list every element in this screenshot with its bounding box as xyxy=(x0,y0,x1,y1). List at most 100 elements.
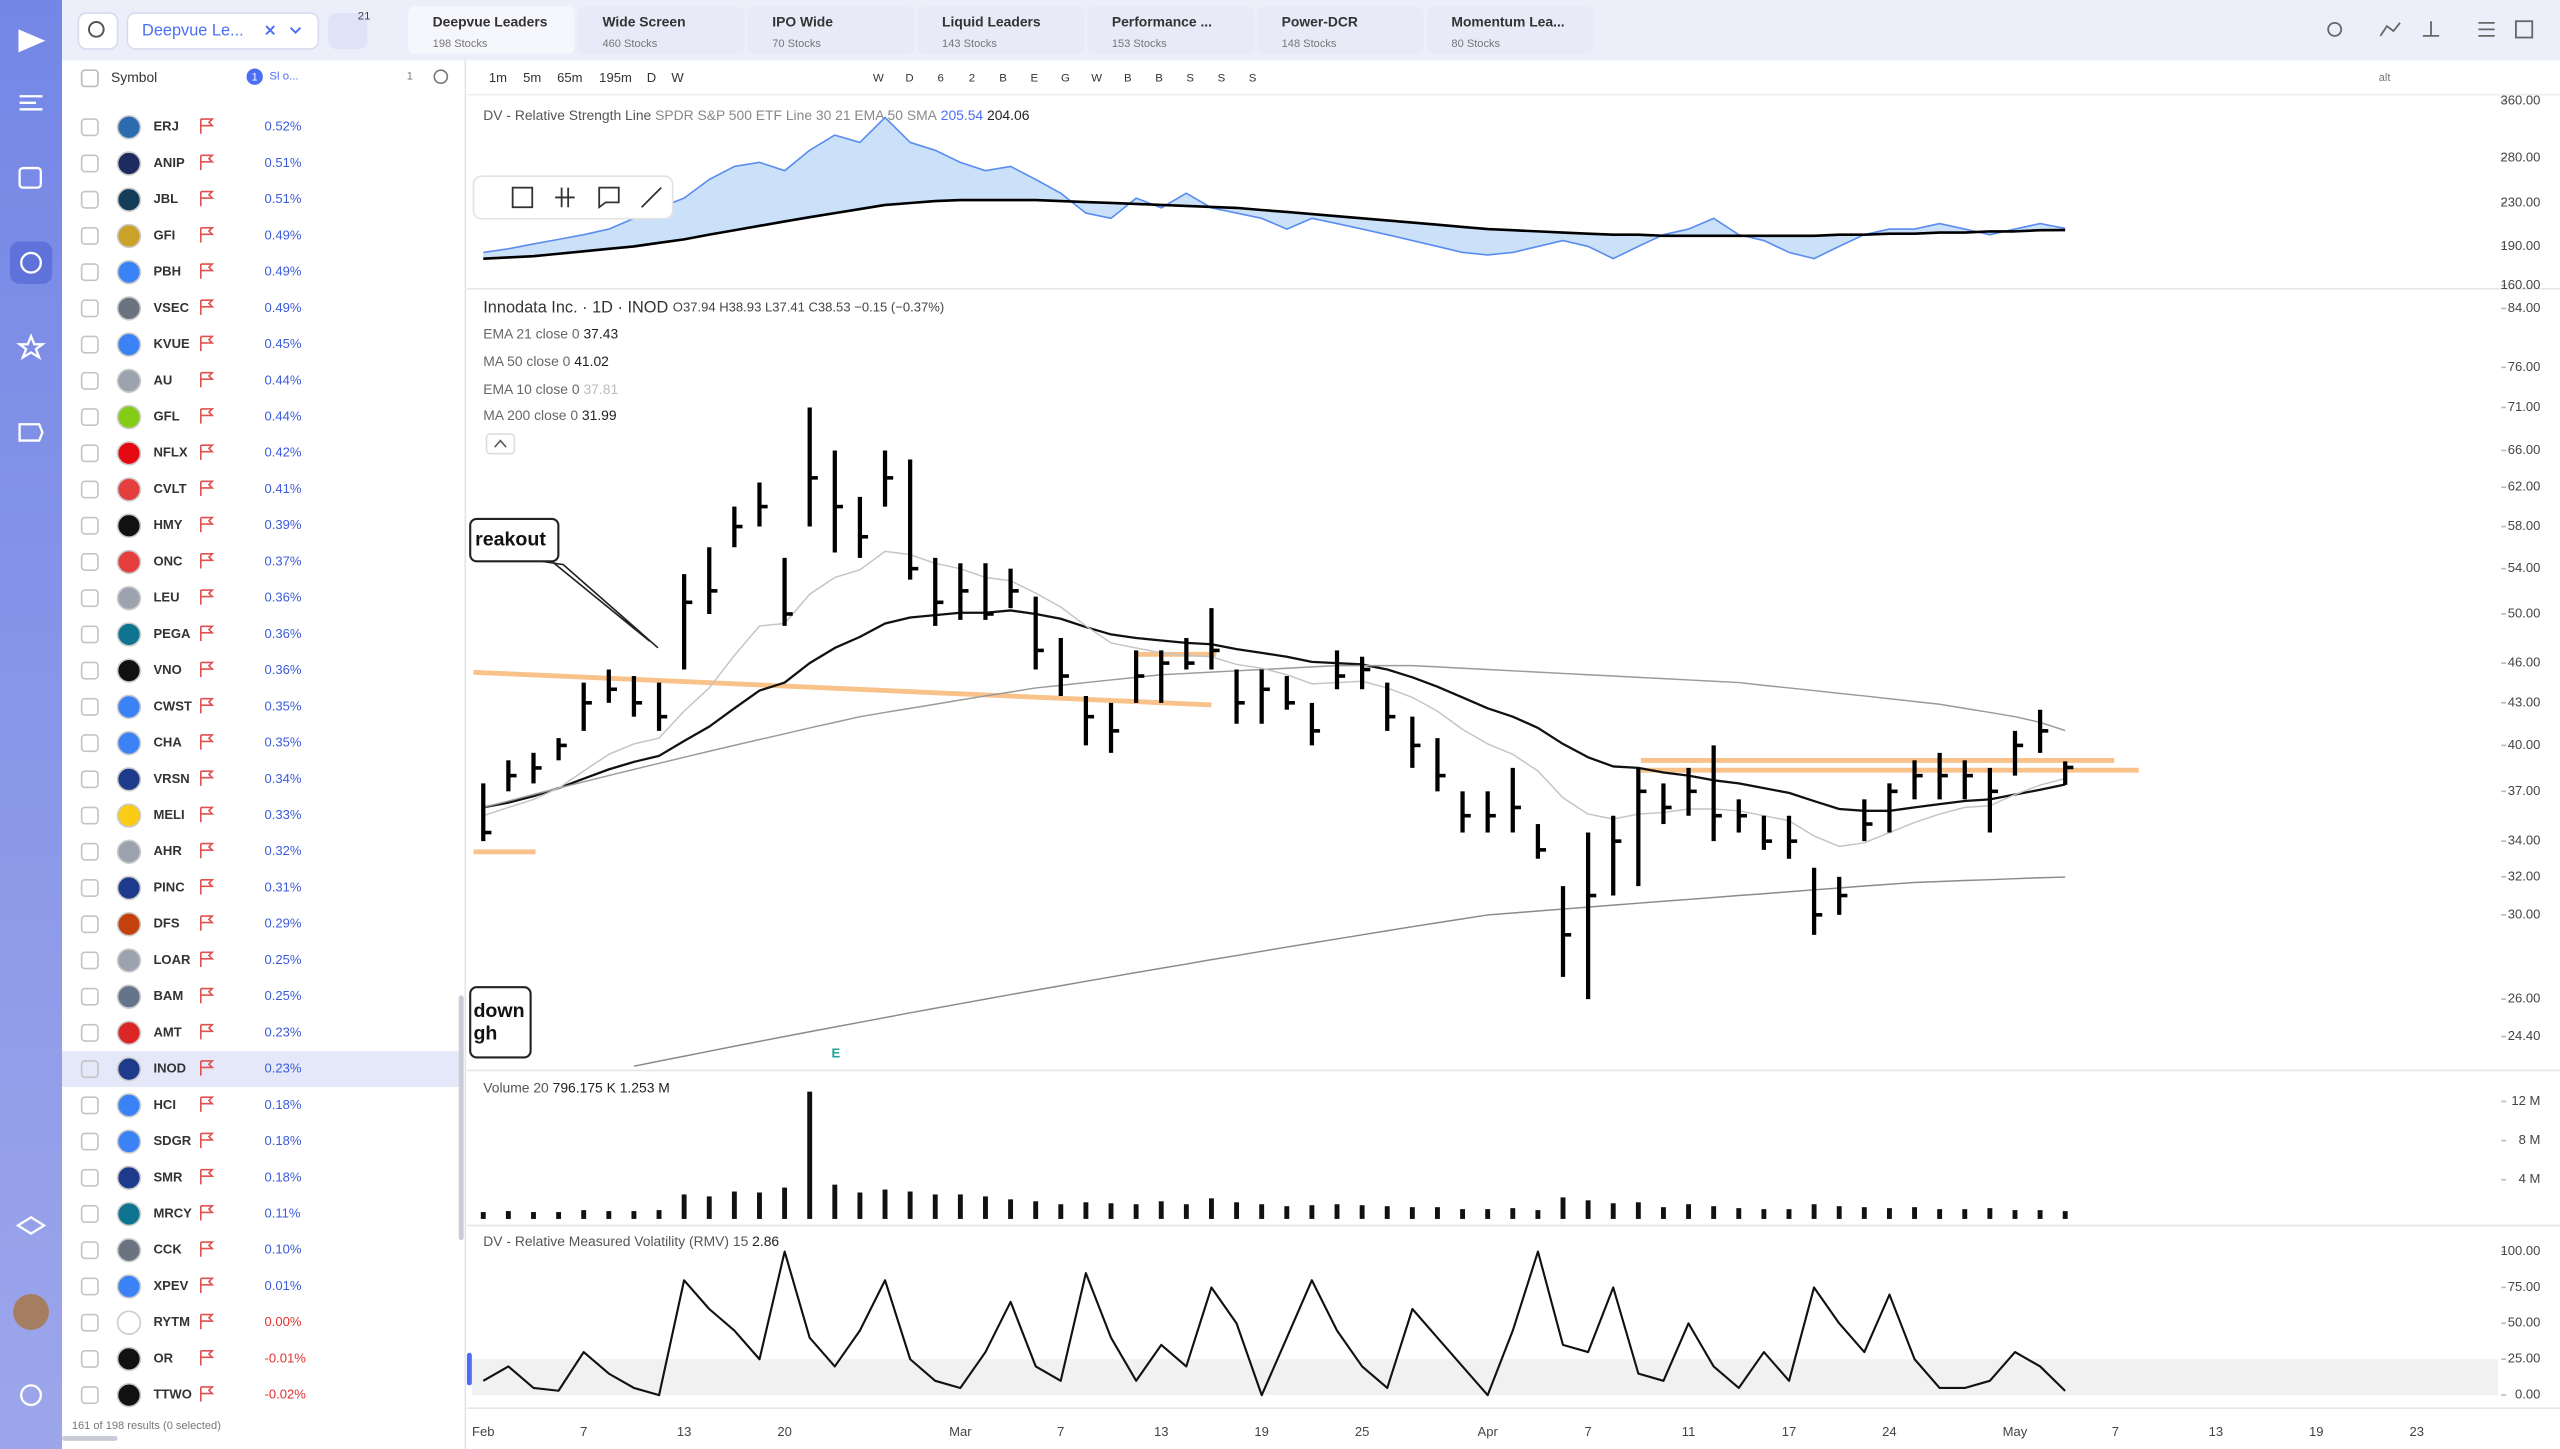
watchlist-row[interactable]: MELI 0.33% xyxy=(80,803,302,828)
collapse-legend[interactable] xyxy=(485,433,516,455)
tab[interactable] xyxy=(1426,6,1594,54)
watchlist-row[interactable]: CHA 0.35% xyxy=(80,730,302,756)
toolbar-button[interactable]: D xyxy=(905,72,913,84)
avatar[interactable] xyxy=(13,1293,49,1330)
row-checkbox[interactable] xyxy=(80,226,99,245)
toolbar-button[interactable]: B xyxy=(1124,72,1132,84)
watchlist-row[interactable]: VSEC 0.49% xyxy=(80,296,302,321)
select-all[interactable] xyxy=(80,69,99,88)
tab[interactable] xyxy=(747,6,915,54)
tab[interactable] xyxy=(917,6,1085,54)
toolbar-button[interactable]: 6 xyxy=(938,72,944,84)
row-checkbox[interactable] xyxy=(80,154,99,173)
annotation-box[interactable] xyxy=(469,517,560,563)
watchlist-row[interactable]: CVLT 0.41% xyxy=(80,477,302,502)
row-checkbox[interactable] xyxy=(80,625,99,644)
watchlist-row[interactable]: AMT 0.23% xyxy=(80,1020,302,1046)
watchlist-row[interactable]: VNO 0.36% xyxy=(80,658,302,683)
toolbar-button[interactable]: S xyxy=(1218,72,1226,84)
toolbar-button[interactable]: S xyxy=(1249,72,1257,84)
row-checkbox[interactable] xyxy=(80,915,99,934)
row-checkbox[interactable] xyxy=(80,1132,99,1151)
row-checkbox[interactable] xyxy=(80,299,99,318)
tab[interactable] xyxy=(408,6,575,54)
row-checkbox[interactable] xyxy=(80,806,99,825)
row-checkbox[interactable] xyxy=(80,1060,99,1079)
watchlist-row[interactable]: LEU 0.36% xyxy=(80,585,302,611)
row-checkbox[interactable] xyxy=(80,987,99,1006)
rmv-handle[interactable] xyxy=(466,1352,472,1386)
row-checkbox[interactable] xyxy=(80,1168,99,1187)
row-checkbox[interactable] xyxy=(80,1386,99,1405)
drawing-tools[interactable] xyxy=(511,186,662,210)
watchlist-row[interactable]: LOAR 0.25% xyxy=(80,948,302,973)
watchlist-row[interactable]: JBL 0.51% xyxy=(80,187,302,212)
watchlist-row[interactable]: HCI 0.18% xyxy=(80,1093,302,1118)
row-checkbox[interactable] xyxy=(80,516,99,535)
watchlist-row[interactable]: DFS 0.29% xyxy=(80,911,302,937)
watchlist-row[interactable]: CCK 0.10% xyxy=(80,1238,302,1263)
row-checkbox[interactable] xyxy=(80,697,99,716)
watchlist-row[interactable]: AU 0.44% xyxy=(80,368,302,394)
watchlist-row[interactable]: ONC 0.37% xyxy=(80,549,302,575)
watchlist-row[interactable]: XPEV 0.01% xyxy=(80,1274,302,1299)
watchlist-row[interactable]: KVUE 0.45% xyxy=(80,332,302,357)
tab[interactable] xyxy=(1087,6,1254,54)
row-checkbox[interactable] xyxy=(80,1349,99,1368)
row-checkbox[interactable] xyxy=(80,1313,99,1332)
watchlist-row[interactable]: NFLX 0.42% xyxy=(80,441,302,466)
timeframe[interactable]: D xyxy=(647,70,656,85)
toolbar-button[interactable]: G xyxy=(1061,72,1070,84)
watchlist-row[interactable]: OR -0.01% xyxy=(80,1346,307,1372)
toolbar-button[interactable]: B xyxy=(999,72,1007,84)
row-checkbox[interactable] xyxy=(80,589,99,608)
watchlist-row[interactable]: GFI 0.49% xyxy=(80,223,302,249)
watchlist-row[interactable]: AHR 0.32% xyxy=(80,839,302,865)
annotation-box[interactable] xyxy=(469,986,532,1059)
toolbar-button[interactable]: 2 xyxy=(969,72,975,84)
watchlist-row[interactable]: MRCY 0.11% xyxy=(80,1201,301,1227)
toolbar-button[interactable]: S xyxy=(1186,72,1194,84)
timeframe[interactable]: 5m xyxy=(523,70,541,85)
watchlist-row[interactable]: SMR 0.18% xyxy=(80,1165,302,1191)
row-checkbox[interactable] xyxy=(80,1096,99,1115)
watchlist-dropdown[interactable] xyxy=(126,12,320,50)
timeframe[interactable]: 65m xyxy=(557,70,583,85)
row-checkbox[interactable] xyxy=(80,842,99,861)
tab[interactable] xyxy=(1257,6,1424,54)
row-checkbox[interactable] xyxy=(80,118,99,137)
timeframe[interactable]: 195m xyxy=(599,70,632,85)
watchlist-row[interactable]: CWST 0.35% xyxy=(80,694,302,720)
toolbar-button[interactable]: W xyxy=(873,72,884,84)
row-checkbox[interactable] xyxy=(80,444,99,463)
tab[interactable] xyxy=(577,6,745,54)
row-checkbox[interactable] xyxy=(80,553,99,571)
watchlist-row[interactable]: VRSN 0.34% xyxy=(80,767,302,792)
row-checkbox[interactable] xyxy=(80,951,99,970)
watchlist-row[interactable]: ERJ 0.52% xyxy=(80,115,302,140)
earnings-marker[interactable]: E xyxy=(832,1046,841,1061)
alt-toggle[interactable]: alt xyxy=(2379,72,2391,84)
toolbar-button[interactable]: E xyxy=(1030,72,1038,84)
toolbar-button[interactable]: W xyxy=(1091,72,1102,84)
row-checkbox[interactable] xyxy=(80,335,99,354)
row-checkbox[interactable] xyxy=(80,480,99,499)
search-button[interactable] xyxy=(77,12,119,50)
watchlist-row[interactable]: ANIP 0.51% xyxy=(80,151,302,176)
row-checkbox[interactable] xyxy=(80,190,99,209)
watchlist-row[interactable]: PBH 0.49% xyxy=(80,259,302,285)
watchlist-row[interactable]: HMY 0.39% xyxy=(80,513,302,538)
row-checkbox[interactable] xyxy=(80,1241,99,1260)
scrollbar[interactable] xyxy=(458,995,464,1241)
row-checkbox[interactable] xyxy=(80,661,99,680)
filter-button[interactable] xyxy=(328,13,368,49)
timeframe[interactable]: W xyxy=(671,70,684,85)
watchlist-row[interactable]: RYTM 0.00% xyxy=(80,1310,302,1335)
col-change[interactable]: Sl o... xyxy=(269,71,298,83)
row-checkbox[interactable] xyxy=(80,770,99,789)
row-checkbox[interactable] xyxy=(80,1023,99,1042)
watchlist-row[interactable]: BAM 0.25% xyxy=(80,984,302,1009)
row-checkbox[interactable] xyxy=(80,1277,99,1296)
row-checkbox[interactable] xyxy=(80,734,99,753)
row-checkbox[interactable] xyxy=(80,408,99,427)
